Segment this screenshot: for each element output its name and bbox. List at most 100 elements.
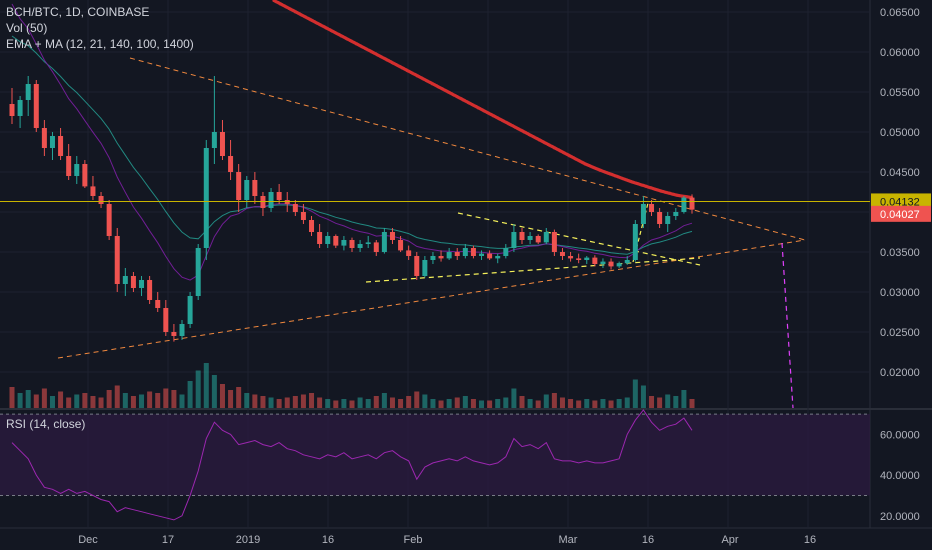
candle-body[interactable] — [33, 84, 39, 128]
candle-body[interactable] — [632, 224, 638, 260]
candle-body[interactable] — [616, 263, 622, 267]
candle-body[interactable] — [689, 197, 695, 210]
candle-body[interactable] — [155, 300, 161, 308]
candle-body[interactable] — [122, 276, 128, 284]
candle-body[interactable] — [568, 256, 574, 259]
candle-body[interactable] — [592, 257, 598, 264]
candle-body[interactable] — [373, 242, 379, 252]
candle-body[interactable] — [487, 253, 493, 259]
candle-body[interactable] — [260, 196, 266, 208]
candle-body[interactable] — [179, 324, 185, 336]
candle-body[interactable] — [203, 148, 209, 248]
candle-body[interactable] — [422, 260, 428, 276]
candle-body[interactable] — [600, 261, 606, 264]
candle-body[interactable] — [454, 252, 460, 256]
candle-body[interactable] — [511, 232, 517, 248]
candle-body[interactable] — [333, 236, 339, 246]
rsi-indicator-label[interactable]: RSI (14, close) — [6, 417, 86, 431]
candle-body[interactable] — [9, 104, 15, 116]
candle-body[interactable] — [90, 186, 96, 196]
candle-body[interactable] — [535, 236, 541, 243]
candle-body[interactable] — [665, 216, 671, 224]
candle-body[interactable] — [527, 236, 533, 240]
candle-body[interactable] — [519, 232, 525, 240]
candle-body[interactable] — [49, 136, 55, 148]
candle-body[interactable] — [640, 204, 646, 224]
candle-body[interactable] — [25, 84, 31, 100]
candle-body[interactable] — [171, 332, 177, 336]
candle-body[interactable] — [649, 204, 655, 212]
candle-body[interactable] — [236, 172, 242, 200]
candle-body[interactable] — [503, 248, 509, 256]
candle-body[interactable] — [608, 261, 614, 267]
time-tick-label: 2019 — [236, 534, 260, 546]
candle-body[interactable] — [17, 100, 23, 116]
candle-body[interactable] — [228, 156, 234, 172]
volume-bar — [381, 393, 387, 408]
candle-body[interactable] — [681, 197, 687, 212]
candle-body[interactable] — [357, 244, 363, 248]
candle-body[interactable] — [219, 132, 225, 156]
volume-bar — [106, 390, 112, 408]
candle-body[interactable] — [244, 180, 250, 200]
candle-body[interactable] — [365, 242, 371, 244]
candle-body[interactable] — [98, 196, 104, 204]
volume-bar — [252, 394, 258, 408]
candle-body[interactable] — [438, 256, 444, 259]
candle-body[interactable] — [66, 156, 72, 176]
candle-body[interactable] — [673, 212, 679, 216]
candle-body[interactable] — [430, 256, 436, 260]
candle-body[interactable] — [495, 256, 501, 259]
candle-body[interactable] — [292, 204, 298, 212]
candle-body[interactable] — [398, 240, 404, 251]
candle-body[interactable] — [446, 252, 452, 259]
volume-bar — [689, 399, 695, 408]
candle-body[interactable] — [147, 280, 153, 300]
candle-body[interactable] — [276, 192, 282, 200]
candle-body[interactable] — [341, 240, 347, 246]
volume-bar — [195, 370, 201, 408]
candle-body[interactable] — [406, 250, 412, 256]
candle-body[interactable] — [163, 308, 169, 332]
price-tick-label: 0.06000 — [880, 47, 920, 59]
volume-indicator-label[interactable]: Vol (50) — [6, 21, 48, 35]
candle-body[interactable] — [462, 248, 468, 256]
candle-body[interactable] — [657, 212, 663, 224]
candle-body[interactable] — [130, 276, 136, 288]
candle-body[interactable] — [325, 236, 331, 244]
candle-body[interactable] — [576, 258, 582, 260]
candle-body[interactable] — [139, 280, 145, 288]
candle-body[interactable] — [74, 164, 80, 176]
candle-body[interactable] — [106, 204, 112, 236]
candle-body[interactable] — [317, 232, 323, 244]
candle-body[interactable] — [195, 248, 201, 296]
candle-body[interactable] — [284, 200, 290, 204]
candle-body[interactable] — [559, 252, 565, 256]
candle-body[interactable] — [300, 212, 306, 220]
volume-bar — [171, 390, 177, 408]
candle-body[interactable] — [470, 248, 476, 256]
candle-body[interactable] — [41, 128, 47, 148]
candle-body[interactable] — [309, 220, 315, 232]
candle-body[interactable] — [82, 164, 88, 187]
volume-bar — [592, 400, 598, 408]
candle-body[interactable] — [389, 232, 395, 240]
candle-body[interactable] — [543, 232, 549, 243]
candle-body[interactable] — [252, 180, 258, 196]
ma-indicator-label[interactable]: EMA + MA (12, 21, 140, 100, 1400) — [6, 37, 194, 51]
candle-body[interactable] — [479, 253, 485, 256]
candle-body[interactable] — [187, 296, 193, 324]
candle-body[interactable] — [381, 232, 387, 252]
candle-body[interactable] — [58, 136, 64, 156]
candle-body[interactable] — [114, 236, 120, 284]
candle-body[interactable] — [414, 256, 420, 276]
candle-body[interactable] — [211, 132, 217, 148]
candle-body[interactable] — [624, 260, 630, 264]
candle-body[interactable] — [584, 257, 590, 260]
symbol-label[interactable]: BCH/BTC, 1D, COINBASE — [6, 5, 150, 19]
candle-body[interactable] — [551, 232, 557, 252]
candle-body[interactable] — [268, 192, 274, 208]
candle-body[interactable] — [349, 240, 355, 248]
